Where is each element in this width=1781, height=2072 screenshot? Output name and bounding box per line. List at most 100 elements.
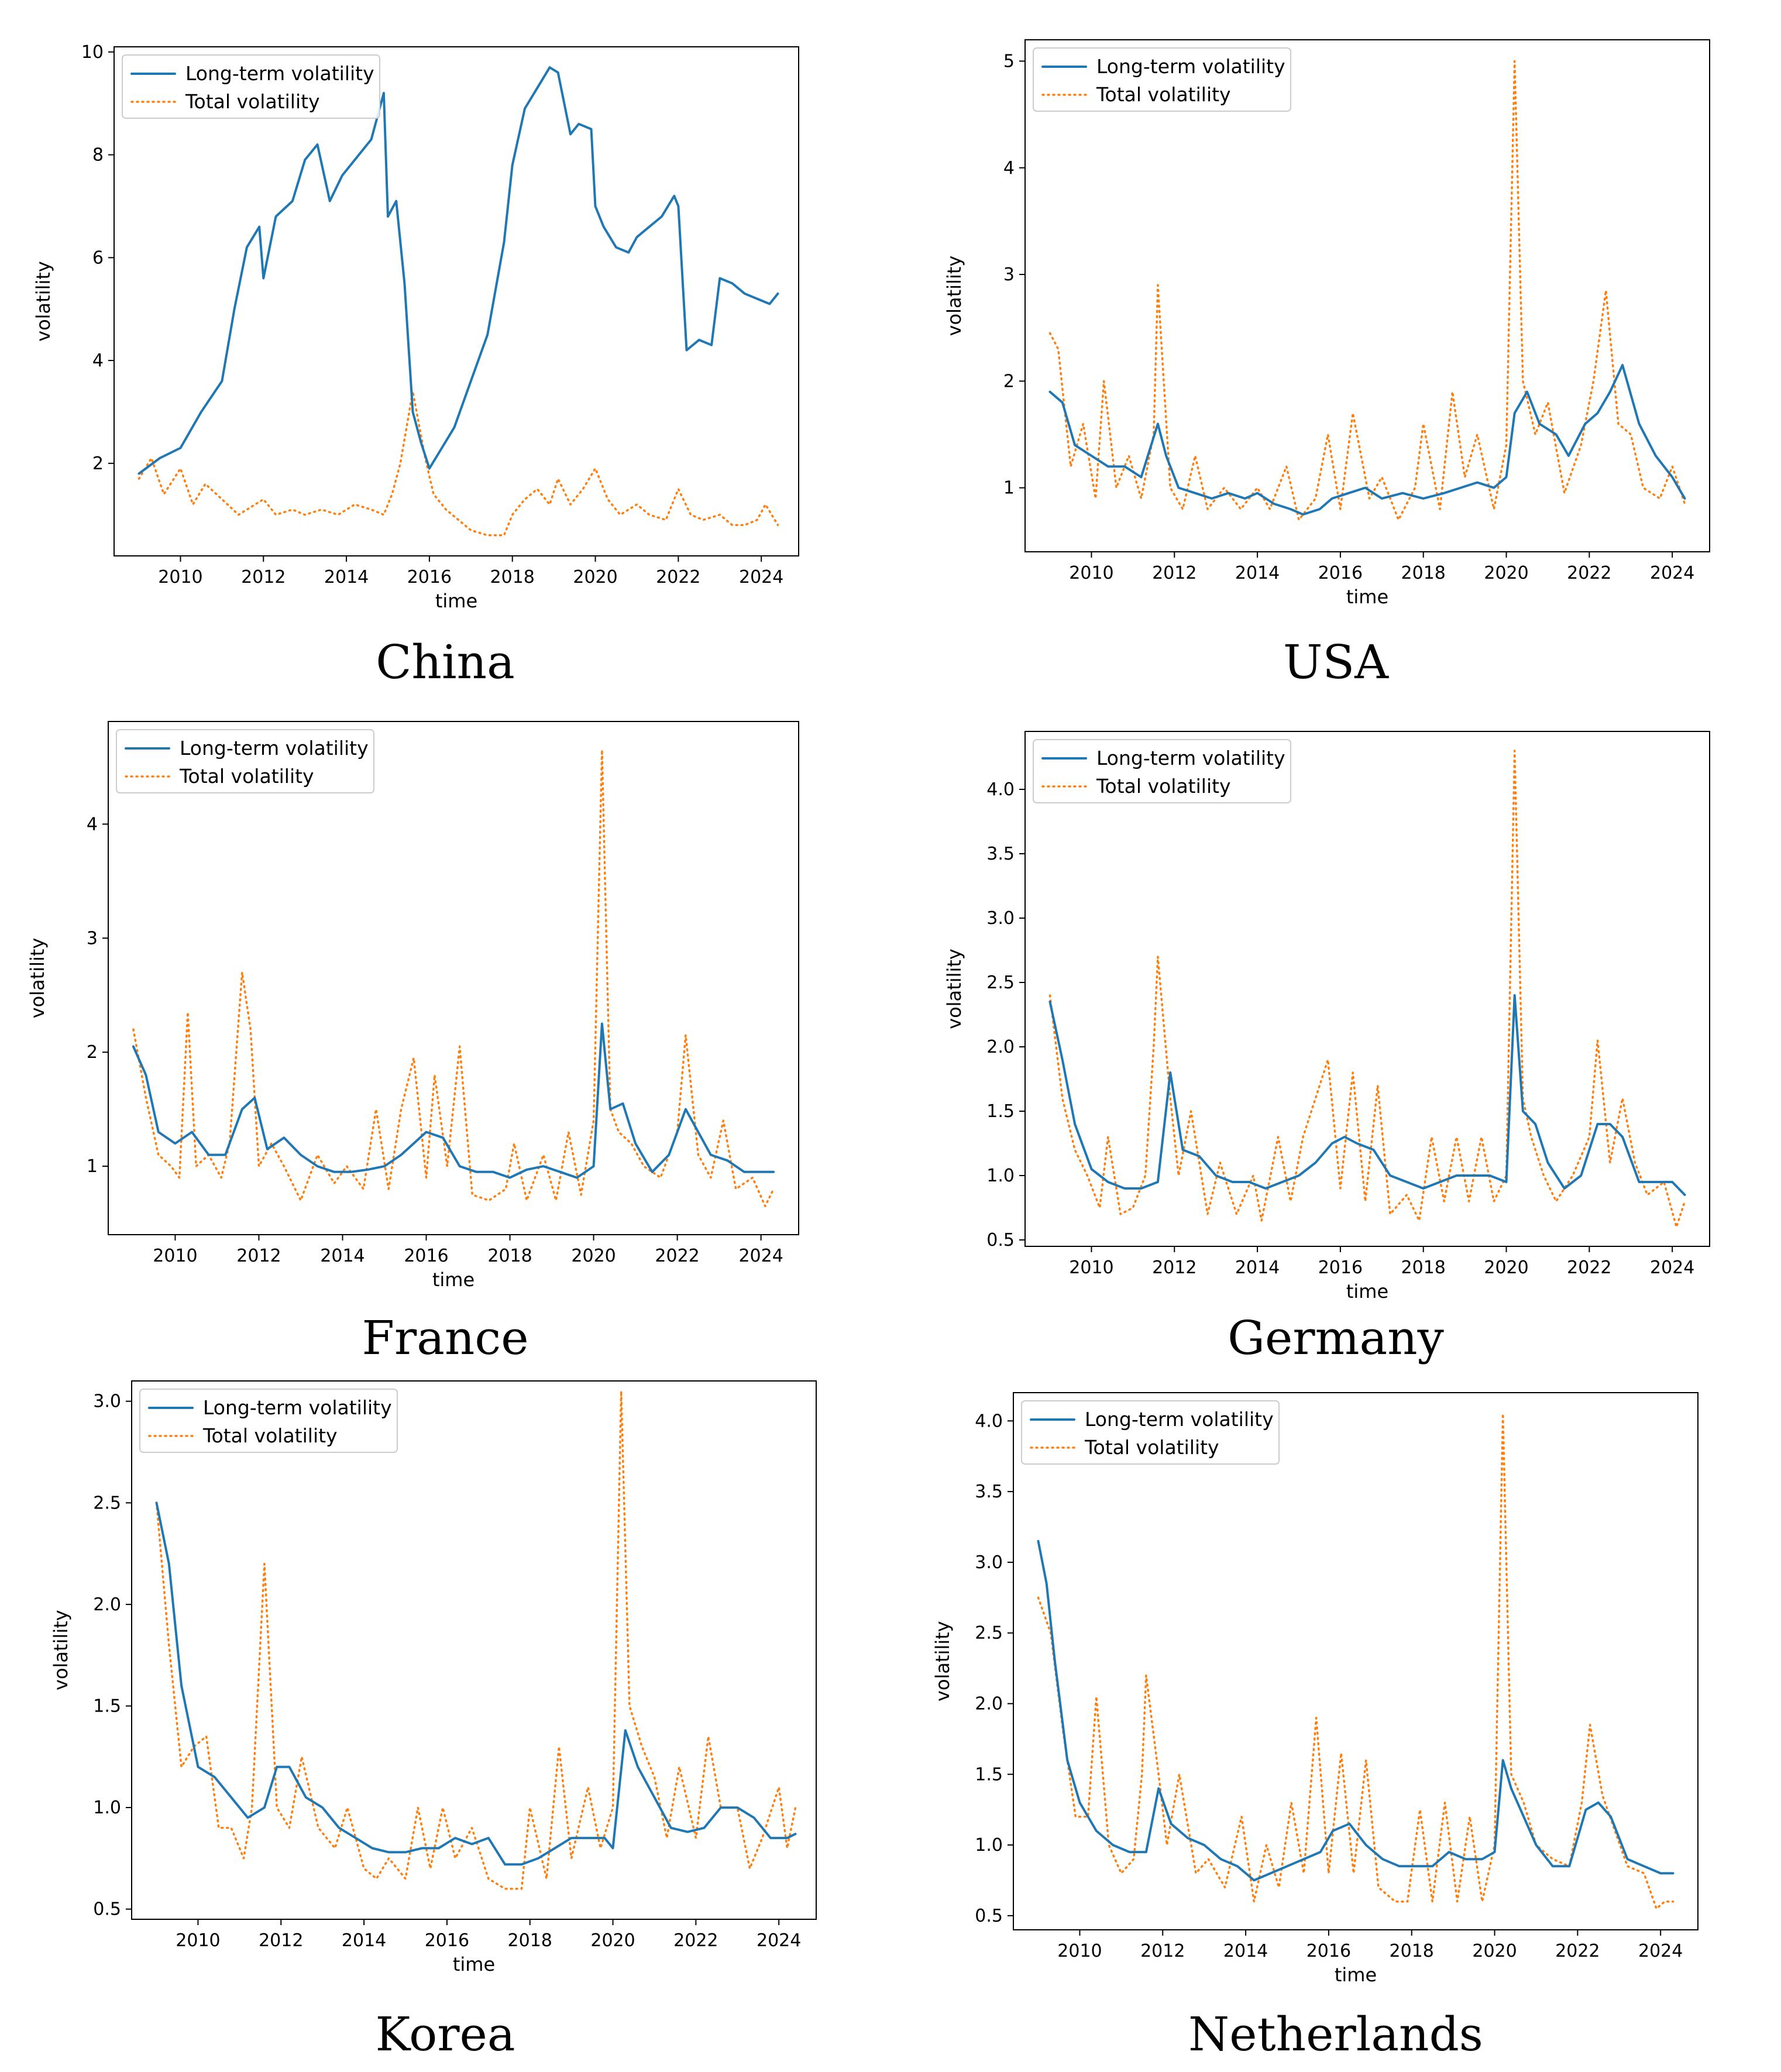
y-tick-label: 1.5 xyxy=(975,1764,1003,1785)
y-tick-label: 3.0 xyxy=(93,1391,121,1412)
x-tick-label: 2022 xyxy=(1567,1257,1611,1278)
x-axis-label: time xyxy=(453,1953,495,1975)
y-axis-label: volatility xyxy=(943,949,965,1029)
y-tick-label: 3.0 xyxy=(975,1552,1003,1573)
plot-frame xyxy=(114,46,799,556)
legend-label-total: Total volatility xyxy=(202,1424,338,1447)
x-tick-label: 2022 xyxy=(1555,1941,1600,1961)
legend: Long-term volatility Total volatility xyxy=(139,1389,398,1453)
total-volatility-line-netherlands xyxy=(1037,1413,1675,1910)
y-tick-label: 2.5 xyxy=(975,1623,1003,1644)
y-tick-label: 2 xyxy=(1003,371,1015,391)
x-tick-label: 2018 xyxy=(1390,1941,1434,1961)
x-tick-label: 2012 xyxy=(1140,1941,1185,1961)
x-tick-label: 2024 xyxy=(738,1246,783,1266)
x-tick-label: 2024 xyxy=(757,1930,801,1951)
legend-label-long-term: Long-term volatility xyxy=(185,62,374,85)
y-tick-label: 3 xyxy=(1003,264,1015,285)
long-term-volatility-line-korea xyxy=(155,1501,797,1866)
chart-panel-korea: 2010 2012 2014 2016 2018 2020 2022 2024 0.5 1.0 1.… xyxy=(0,1375,891,2072)
x-tick-label: 2014 xyxy=(1235,1257,1280,1278)
chart-caption-netherlands: Netherlands xyxy=(1188,2007,1483,2061)
x-tick-label: 2022 xyxy=(656,567,700,587)
y-axis-label: volatility xyxy=(931,1621,954,1702)
chart-france: 2010 2012 2014 2016 2018 2020 2022 2024 1 2 3 4 time… xyxy=(26,721,799,1291)
y-axis-label: volatility xyxy=(50,1610,72,1690)
y-tick-label: 0.5 xyxy=(975,1906,1003,1926)
x-tick-label: 2020 xyxy=(1484,1257,1528,1278)
y-tick-label: 2 xyxy=(87,1042,98,1063)
x-tick-label: 2016 xyxy=(1318,563,1363,583)
legend: Long-term volatility Total volatility xyxy=(1033,47,1291,112)
y-tick-label: 2.0 xyxy=(975,1693,1003,1714)
legend-label-total: Total volatility xyxy=(185,90,320,113)
x-tick-label: 2012 xyxy=(1152,1257,1196,1278)
y-tick-label: 1.0 xyxy=(93,1798,121,1818)
x-tick-label: 2018 xyxy=(490,567,535,587)
x-tick-label: 2018 xyxy=(1401,1257,1446,1278)
y-tick-label: 10 xyxy=(81,42,104,63)
x-axis-label: time xyxy=(1346,1280,1388,1303)
chart-caption-usa: USA xyxy=(1283,635,1388,689)
x-tick-label: 2012 xyxy=(236,1246,281,1266)
legend: Long-term volatility Total volatility xyxy=(116,729,374,793)
x-tick-label: 2018 xyxy=(508,1930,552,1951)
y-axis-label: volatility xyxy=(26,938,49,1019)
chart-china: 2010 2012 2014 2016 2018 2020 2022 2024 2 4 6 8 10 ti… xyxy=(32,42,799,612)
y-tick-label: 1.5 xyxy=(93,1696,121,1716)
legend-label-long-term: Long-term volatility xyxy=(1096,55,1285,78)
y-tick-label: 2.5 xyxy=(93,1493,121,1513)
legend: Long-term volatility Total volatility xyxy=(1021,1400,1280,1465)
x-tick-label: 2010 xyxy=(1069,1257,1113,1278)
y-tick-label: 1.5 xyxy=(986,1101,1015,1122)
legend-label-total: Total volatility xyxy=(1096,775,1231,798)
x-tick-label: 2024 xyxy=(1638,1941,1683,1961)
x-tick-label: 2016 xyxy=(1306,1941,1351,1961)
y-tick-label: 5 xyxy=(1003,51,1015,71)
x-tick-label: 2016 xyxy=(1318,1257,1363,1278)
y-tick-label: 1 xyxy=(1003,478,1015,499)
x-tick-label: 2022 xyxy=(673,1930,718,1951)
x-tick-label: 2012 xyxy=(1152,563,1196,583)
plot-frame xyxy=(108,721,799,1235)
x-tick-label: 2020 xyxy=(1472,1941,1517,1961)
y-tick-label: 1.0 xyxy=(975,1835,1003,1855)
legend: Long-term volatility Total volatility xyxy=(1033,739,1291,803)
y-tick-label: 1.0 xyxy=(986,1166,1015,1186)
x-tick-label: 2022 xyxy=(1567,563,1611,583)
chart-panel-china: 2010 2012 2014 2016 2018 2020 2022 2024 2 4 6 8 10 ti… xyxy=(0,0,891,690)
x-tick-label: 2020 xyxy=(1484,563,1528,583)
x-tick-label: 2016 xyxy=(404,1246,448,1266)
legend-box xyxy=(122,54,380,119)
total-volatility-line-france xyxy=(132,748,775,1208)
x-tick-label: 2014 xyxy=(320,1246,365,1266)
x-tick-label: 2016 xyxy=(407,567,452,587)
y-tick-label: 4 xyxy=(87,814,98,834)
x-tick-label: 2010 xyxy=(158,567,202,587)
y-tick-label: 3.5 xyxy=(986,844,1015,864)
x-tick-label: 2012 xyxy=(259,1930,303,1951)
legend-label-long-term: Long-term volatility xyxy=(1085,1408,1274,1431)
legend-box xyxy=(116,729,374,793)
y-tick-label: 3 xyxy=(87,928,98,949)
long-term-volatility-line-usa xyxy=(1048,364,1686,516)
x-tick-label: 2010 xyxy=(176,1930,220,1951)
chart-usa: 2010 2012 2014 2016 2018 2020 2022 2024 1 2 3 4 5 tim… xyxy=(943,39,1710,608)
y-tick-label: 4 xyxy=(1003,158,1015,178)
chart-panel-france: 2010 2012 2014 2016 2018 2020 2022 2024 1 2 3 4 time… xyxy=(0,690,891,1375)
y-tick-label: 4.0 xyxy=(986,779,1015,800)
chart-netherlands: 2010 2012 2014 2016 2018 2020 2022 2024 0.5 1.0 1.… xyxy=(931,1392,1699,1986)
chart-germany: 2010 2012 2014 2016 2018 2020 2022 2024 0.5 1.0 1.… xyxy=(943,731,1710,1303)
y-tick-label: 4.0 xyxy=(975,1411,1003,1431)
y-axis-label: volatility xyxy=(32,261,54,342)
x-axis-label: time xyxy=(1335,1964,1377,1986)
plot-frame xyxy=(131,1380,817,1920)
x-tick-label: 2014 xyxy=(1235,563,1280,583)
long-term-volatility-line-france xyxy=(132,1022,775,1179)
x-tick-label: 2016 xyxy=(425,1930,469,1951)
legend-label-long-term: Long-term volatility xyxy=(1096,747,1285,769)
total-volatility-line-usa xyxy=(1048,60,1686,521)
x-tick-label: 2010 xyxy=(1069,563,1113,583)
legend-box xyxy=(1033,47,1291,112)
x-axis-label: time xyxy=(432,1269,475,1291)
